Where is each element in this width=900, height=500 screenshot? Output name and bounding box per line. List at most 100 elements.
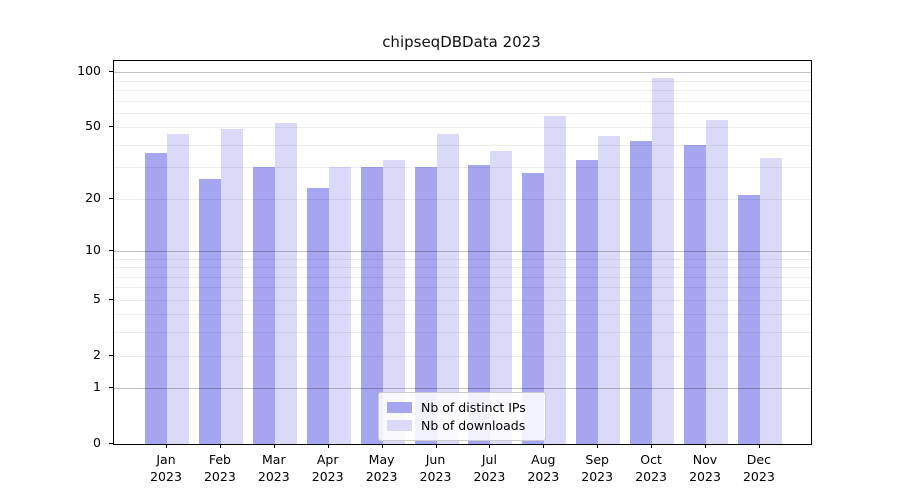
y-tick-mark <box>109 387 113 389</box>
x-tick-label: Oct 2023 <box>621 451 681 485</box>
bar-ips-aug <box>522 172 545 444</box>
x-tick-label: Jul 2023 <box>459 451 519 485</box>
bar-downloads-jan <box>167 133 189 444</box>
y-tick-mark <box>109 298 113 300</box>
x-tick-year: 2023 <box>257 469 290 484</box>
legend-label: Nb of distinct IPs <box>421 400 526 415</box>
x-tick-month: Dec <box>746 452 771 467</box>
x-tick-mark <box>327 444 329 448</box>
bar-ips-sep <box>576 159 599 444</box>
x-tick-mark <box>705 444 706 448</box>
x-tick-month: Sep <box>585 452 609 467</box>
x-tick-month: Jan <box>156 452 176 467</box>
x-tick-year: 2023 <box>365 469 398 484</box>
legend: Nb of distinct IPs Nb of downloads <box>378 392 546 441</box>
x-tick-year: 2023 <box>311 469 344 484</box>
x-tick-year: 2023 <box>150 469 182 484</box>
bar-downloads-aug <box>544 115 567 444</box>
x-tick-year: 2023 <box>689 469 721 484</box>
x-tick-mark <box>651 444 653 448</box>
y-tick-mark <box>109 354 113 356</box>
bar-ips-nov <box>684 144 706 444</box>
legend-swatch <box>387 420 412 431</box>
bar-downloads-apr <box>328 167 351 444</box>
bar-downloads-sep <box>598 135 621 444</box>
y-tick-mark <box>109 443 113 444</box>
x-tick-label: Apr 2023 <box>298 451 358 485</box>
x-tick-mark <box>543 444 545 448</box>
bar-ips-jan <box>145 153 167 444</box>
x-tick-label: Aug 2023 <box>513 451 573 485</box>
bar-ips-jun <box>414 167 437 444</box>
bar-ips-feb <box>198 178 221 444</box>
bar-ips-apr <box>306 187 329 444</box>
x-tick-label: Jan 2023 <box>136 451 196 485</box>
bar-downloads-may <box>382 159 405 444</box>
x-tick-month: Feb <box>208 452 231 467</box>
bar-downloads-nov <box>706 119 728 444</box>
x-tick-label: Dec 2023 <box>729 451 789 485</box>
x-tick-year: 2023 <box>742 469 775 484</box>
x-tick-month: Apr <box>316 452 339 467</box>
x-tick-month: Aug <box>531 452 556 467</box>
x-tick-mark <box>273 444 275 448</box>
x-tick-month: Nov <box>692 452 718 467</box>
bar-downloads-jun <box>436 133 459 444</box>
x-tick-label: Mar 2023 <box>244 451 304 485</box>
y-tick-label: 1 <box>93 379 101 395</box>
x-tick-mark <box>489 444 491 448</box>
legend-swatch <box>387 402 412 413</box>
y-tick-label: 5 <box>93 290 101 306</box>
y-tick-label: 50 <box>85 118 101 134</box>
x-tick-label: May 2023 <box>352 451 412 485</box>
bar-ips-jul <box>468 164 491 444</box>
bar-ips-oct <box>630 141 653 444</box>
bar-downloads-dec <box>759 157 782 444</box>
x-tick-mark <box>597 444 599 448</box>
bar-ips-mar <box>252 167 275 444</box>
x-tick-year: 2023 <box>419 469 452 484</box>
x-tick-month: May <box>368 452 395 467</box>
bar-ips-dec <box>737 195 760 444</box>
x-tick-label: Feb 2023 <box>190 451 250 485</box>
x-tick-mark <box>219 444 221 448</box>
x-tick-mark <box>381 444 383 448</box>
bar-downloads-mar <box>274 122 297 444</box>
x-tick-year: 2023 <box>527 469 560 484</box>
gridline-major <box>114 72 811 74</box>
x-tick-year: 2023 <box>473 469 506 484</box>
x-tick-mark <box>758 444 760 448</box>
x-tick-year: 2023 <box>581 469 614 484</box>
y-tick-label: 2 <box>93 346 101 362</box>
x-tick-mark <box>166 444 167 448</box>
gridline-minor <box>114 80 811 82</box>
y-tick-mark <box>109 249 113 251</box>
plot-area: Nb of distinct IPs Nb of downloads <box>113 60 812 445</box>
y-tick-label: 0 <box>93 435 101 450</box>
bar-downloads-jul <box>490 150 513 444</box>
x-tick-month: Jun <box>425 452 446 467</box>
y-tick-label: 20 <box>85 189 101 205</box>
x-tick-month: Oct <box>640 452 662 467</box>
y-tick-mark <box>109 197 113 199</box>
gridline-minor <box>114 89 811 91</box>
bar-downloads-oct <box>652 77 675 444</box>
y-tick-mark <box>109 71 113 73</box>
x-tick-label: Jun 2023 <box>406 451 466 485</box>
y-tick-label: 100 <box>77 63 101 79</box>
x-tick-label: Nov 2023 <box>675 451 735 485</box>
gridline-minor <box>114 100 811 102</box>
legend-item: Nb of distinct IPs <box>387 399 537 416</box>
x-tick-year: 2023 <box>203 469 236 484</box>
legend-label: Nb of downloads <box>421 418 526 433</box>
y-tick-mark <box>109 126 113 128</box>
bar-ips-may <box>360 167 383 444</box>
gridline-minor <box>114 112 811 114</box>
x-tick-month: Jul <box>481 452 497 467</box>
y-tick-label: 10 <box>85 241 101 257</box>
x-tick-label: Sep 2023 <box>567 451 627 485</box>
chart-title: chipseqDBData 2023 <box>382 33 541 51</box>
legend-item: Nb of downloads <box>387 417 537 434</box>
bar-downloads-feb <box>220 128 243 444</box>
